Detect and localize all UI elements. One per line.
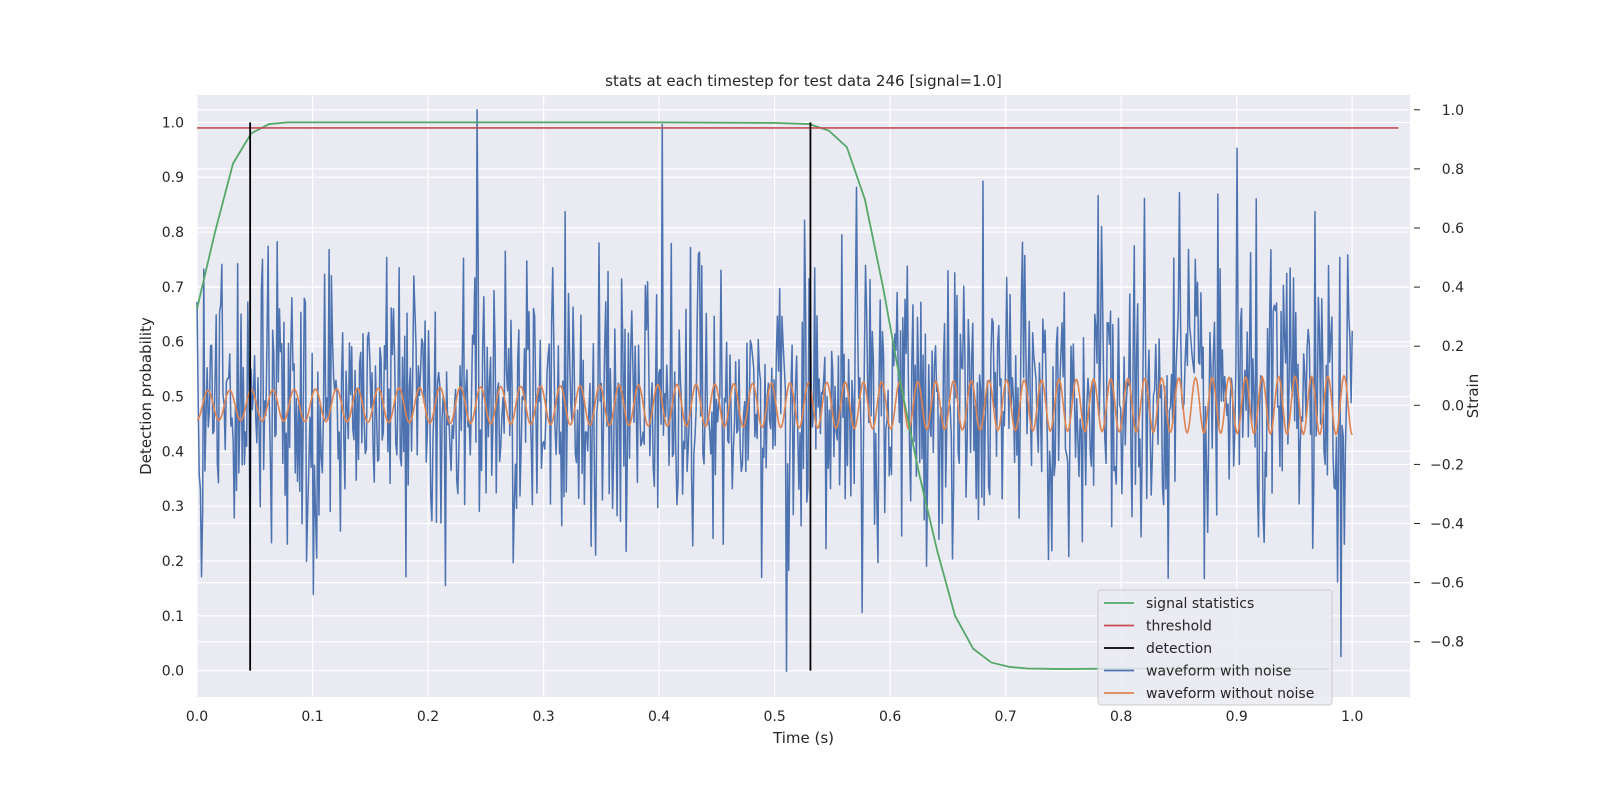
y-tick-label: 0.9 bbox=[162, 170, 184, 186]
legend-label: waveform without noise bbox=[1146, 686, 1314, 702]
y-tick-label: 0.3 bbox=[162, 499, 184, 515]
axes-layer: 0.0 0.1 0.2 0.3 0.4 0.5 0.6 0.7 0.8 0.9 1.0 0.0 0.1 0… bbox=[162, 103, 1464, 725]
legend: signal statistics threshold detection wavef… bbox=[1097, 589, 1333, 706]
chart-title: stats at each timestep for test data 246… bbox=[605, 72, 1002, 90]
legend-label: threshold bbox=[1146, 619, 1212, 635]
legend-box bbox=[1097, 589, 1333, 706]
y2-tick-label: 0.8 bbox=[1442, 162, 1464, 178]
y2-axis-label: Strain bbox=[1464, 374, 1482, 418]
y2-tick-label: −0.8 bbox=[1430, 635, 1464, 651]
x-tick-label: 0.9 bbox=[1226, 709, 1248, 725]
y2-tick-label: −0.2 bbox=[1430, 457, 1464, 473]
x-tick-label: 0.5 bbox=[763, 709, 785, 725]
y-tick-label: 0.0 bbox=[162, 664, 184, 680]
x-tick-label: 0.3 bbox=[532, 709, 554, 725]
series-signal-statistics bbox=[196, 121, 1330, 670]
y2-tick-label: −0.6 bbox=[1430, 576, 1464, 592]
y2-tick-label: 0.0 bbox=[1442, 398, 1464, 414]
x-tick-label: 0.8 bbox=[1110, 709, 1132, 725]
x-tick-label: 1.0 bbox=[1341, 709, 1363, 725]
y-tick-label: 0.1 bbox=[162, 609, 184, 625]
series-layer bbox=[196, 109, 1399, 673]
y-tick-label: 1.0 bbox=[162, 115, 184, 131]
y-tick-label: 0.2 bbox=[162, 554, 184, 570]
x-axis-label: Time (s) bbox=[772, 729, 834, 747]
y2-tick-label: −0.4 bbox=[1430, 517, 1464, 533]
y-axis-label: Detection probability bbox=[137, 317, 155, 475]
y2-tick-label: 0.2 bbox=[1442, 339, 1464, 355]
x-tick-label: 0.4 bbox=[648, 709, 670, 725]
y-tick-label: 0.4 bbox=[162, 444, 184, 460]
legend-label: waveform with noise bbox=[1146, 664, 1291, 680]
y-tick-label: 0.7 bbox=[162, 280, 184, 296]
legend-label: detection bbox=[1146, 641, 1212, 657]
y-tick-label: 0.8 bbox=[162, 225, 184, 241]
y-tick-label: 0.5 bbox=[162, 390, 184, 406]
y2-tick-label: 0.4 bbox=[1442, 280, 1464, 296]
series-waveform-with-noise bbox=[196, 109, 1353, 673]
y2-tick-label: 1.0 bbox=[1442, 103, 1464, 119]
y-tick-label: 0.6 bbox=[162, 335, 184, 351]
y2-tick-label: 0.6 bbox=[1442, 221, 1464, 237]
legend-label: signal statistics bbox=[1146, 596, 1254, 612]
x-tick-label: 0.2 bbox=[417, 709, 439, 725]
x-tick-label: 0.6 bbox=[879, 709, 901, 725]
series-waveform-without-noise bbox=[196, 374, 1353, 436]
x-tick-label: 0.0 bbox=[186, 709, 208, 725]
x-tick-label: 0.7 bbox=[995, 709, 1017, 725]
x-tick-label: 0.1 bbox=[301, 709, 323, 725]
